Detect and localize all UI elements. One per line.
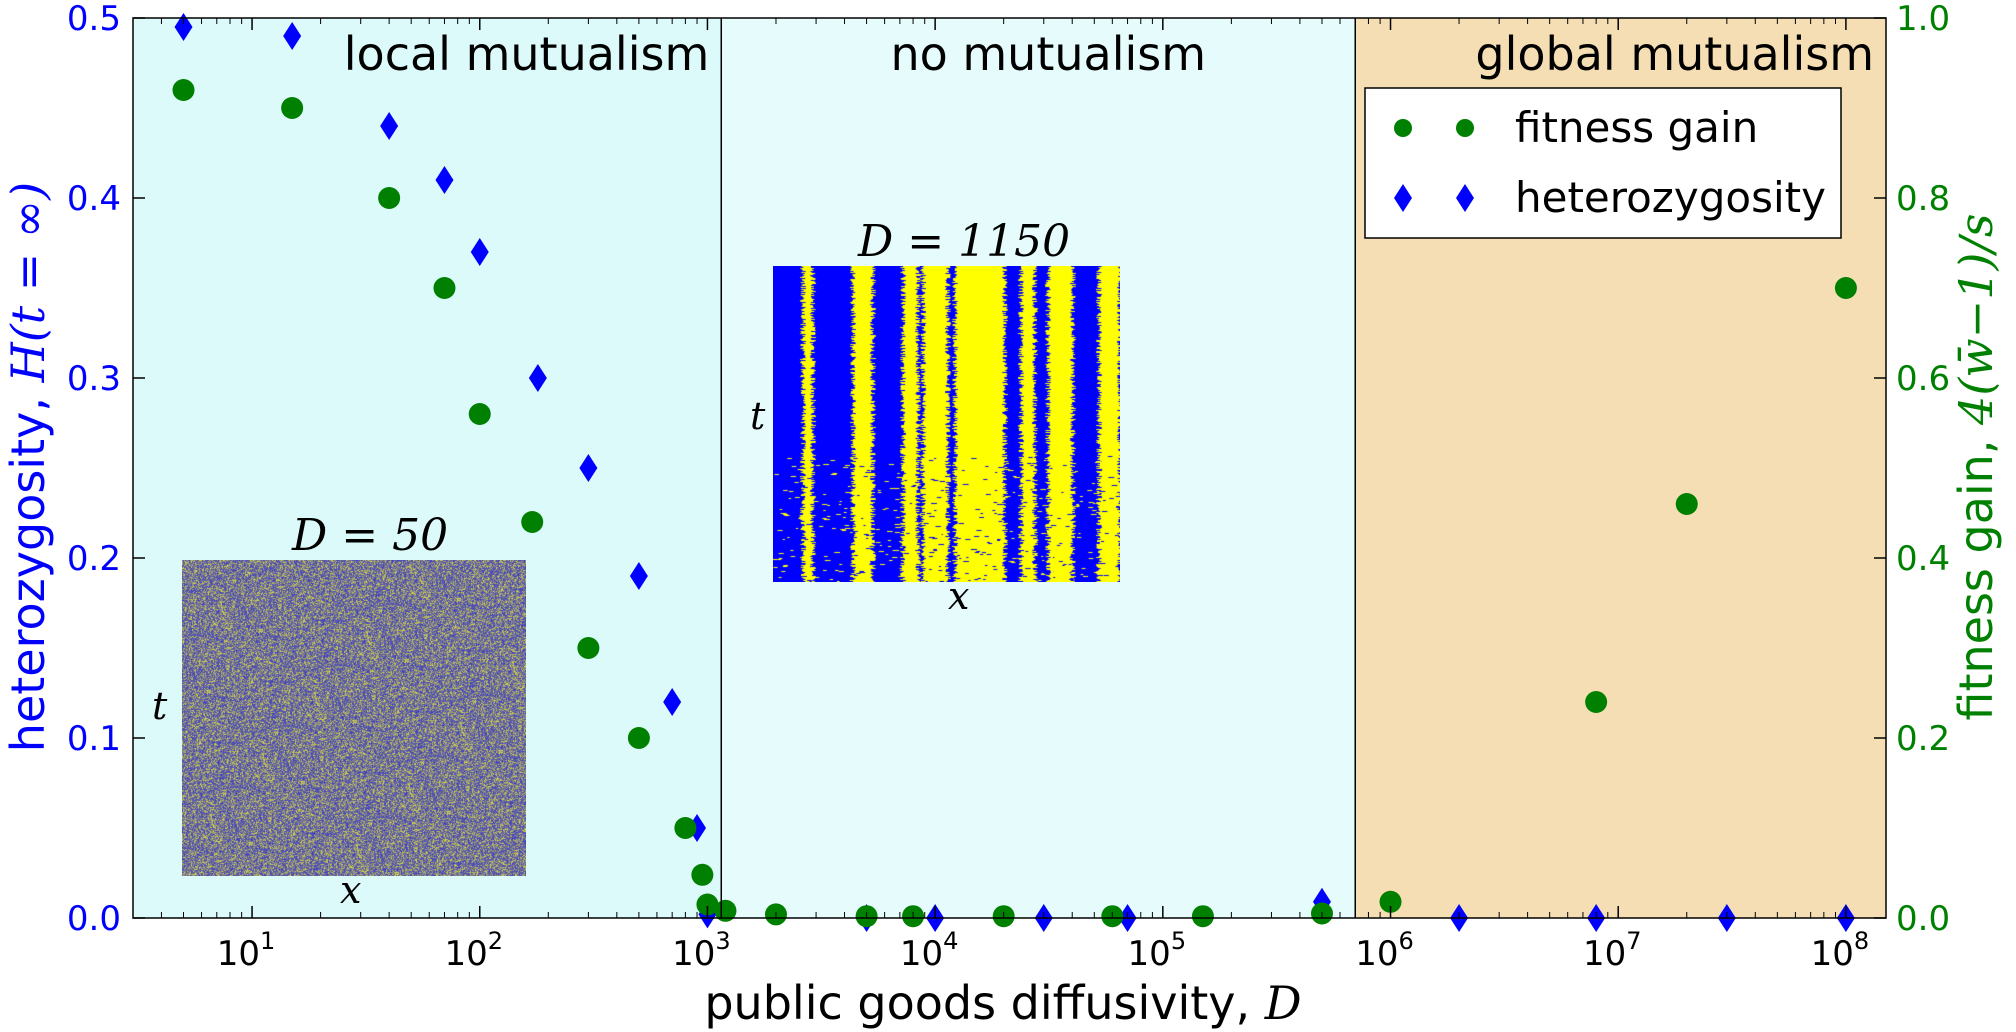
y-left-tick-label-1: 0.1 (67, 719, 121, 759)
legend-marker-1-1 (1456, 184, 1474, 212)
point-fitness-gain-3 (433, 277, 456, 299)
point-fitness-gain-10 (696, 893, 719, 916)
point-heterozygosity-3 (435, 166, 454, 194)
y-axis-right-label: fitness gain, 4(w̄−1)/s (1949, 213, 2003, 720)
x-tick-label-5: 106 (1355, 927, 1414, 974)
y-right-tick-label-2: 0.4 (1896, 539, 1950, 579)
legend-box (1364, 87, 1842, 239)
x-tick-label-0: 101 (217, 927, 276, 974)
y-right-tick-label-1: 0.2 (1896, 719, 1950, 759)
y-left-tick-label-0: 0.0 (67, 899, 121, 939)
y-axis-left-label: heterozygosity, H(t = ∞) (1, 182, 55, 752)
point-fitness-gain-7 (627, 727, 650, 749)
point-heterozygosity-0 (174, 13, 193, 41)
y-right-tick-label-0: 0.0 (1896, 899, 1950, 939)
x-tick-label-6: 107 (1583, 927, 1642, 974)
y-left-tick-label-4: 0.4 (67, 179, 121, 219)
point-fitness-gain-17 (1191, 905, 1214, 928)
x-tick-label-7: 108 (1811, 927, 1870, 974)
y-left-tick-label-5: 0.5 (67, 0, 121, 39)
plot-frame (132, 17, 1887, 919)
point-fitness-gain-2 (378, 187, 401, 209)
axis-ticks: 101 102 103 104 105 106 107 108 0.0 0.1 0.2 0.3 0.4 0… (67, 0, 1950, 974)
legend-label-0: fitness gain (1515, 103, 1758, 152)
point-fitness-gain-11 (714, 899, 737, 922)
y-right-tick-label-4: 0.8 (1896, 179, 1950, 219)
inset-1-title: D = 50 (292, 510, 449, 561)
inset-2-xlabel: x (948, 574, 970, 618)
y-right-tick-label-5: 1.0 (1896, 0, 1950, 39)
inset-2-title: D = 1150 (858, 216, 1071, 267)
point-heterozygosity-4 (470, 238, 489, 266)
x-axis-label: public goods diffusivity, D (704, 976, 1301, 1030)
data-points (172, 13, 1857, 932)
inset-2-ylabel: t (750, 394, 766, 438)
inset-1-ylabel: t (152, 684, 168, 728)
point-fitness-gain-0 (172, 79, 195, 101)
inset-1-xlabel: x (340, 868, 362, 912)
point-fitness-gain-5 (521, 511, 544, 533)
point-heterozygosity-8 (663, 688, 682, 716)
legend-marker-1-0 (1394, 184, 1412, 212)
x-tick-label-4: 105 (1128, 927, 1187, 974)
point-fitness-gain-1 (281, 97, 304, 119)
point-heterozygosity-5 (528, 364, 547, 392)
point-fitness-gain-4 (468, 403, 491, 425)
point-fitness-gain-6 (577, 637, 600, 659)
point-fitness-gain-20 (1585, 691, 1608, 713)
region-labels: local mutualism no mutualism global mutual… (344, 27, 1874, 81)
region-label-2: global mutualism (1475, 27, 1874, 81)
inset-2-pattern (773, 266, 1120, 582)
y-right-tick-label-3: 0.6 (1896, 359, 1950, 399)
x-tick-label-3: 104 (900, 927, 959, 974)
legend: fitness gain heterozygosity (1364, 87, 1842, 239)
x-tick-label-2: 103 (672, 927, 731, 974)
legend-marker-0-1 (1456, 119, 1474, 137)
point-heterozygosity-2 (380, 112, 399, 140)
region-dividers (720, 18, 1356, 918)
legend-marker-0-0 (1394, 119, 1412, 137)
point-fitness-gain-9 (691, 863, 714, 886)
point-fitness-gain-21 (1675, 493, 1698, 515)
region-label-1: no mutualism (890, 27, 1206, 81)
point-fitness-gain-8 (674, 817, 697, 839)
point-fitness-gain-22 (1834, 277, 1857, 299)
x-tick-label-1: 102 (444, 927, 503, 974)
y-left-tick-label-3: 0.3 (67, 359, 121, 399)
y-left-tick-label-2: 0.2 (67, 539, 121, 579)
point-heterozygosity-6 (579, 454, 598, 482)
point-fitness-gain-19 (1379, 890, 1402, 913)
point-heterozygosity-7 (629, 562, 648, 590)
region-label-0: local mutualism (344, 27, 709, 81)
inset-1-pattern (182, 560, 526, 876)
point-heterozygosity-1 (283, 22, 302, 50)
legend-label-1: heterozygosity (1515, 173, 1826, 222)
